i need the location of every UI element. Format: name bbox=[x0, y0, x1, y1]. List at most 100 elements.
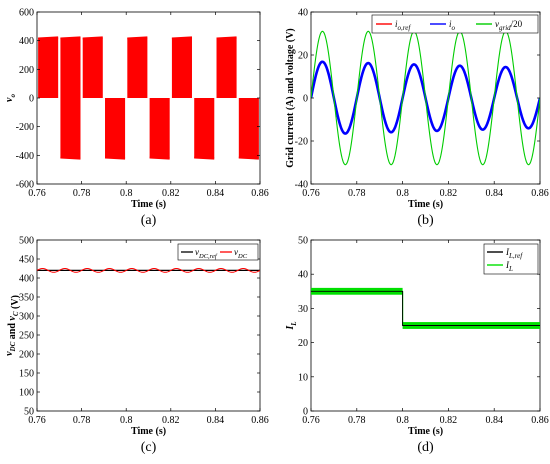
y-tick-label: 150 bbox=[19, 369, 34, 380]
y-axis-label: vDC and vC (V) bbox=[4, 295, 21, 356]
plot-marks bbox=[37, 267, 260, 273]
pulse-edge bbox=[60, 156, 81, 160]
x-tick-label: 0.84 bbox=[207, 415, 225, 426]
x-tick-label: 0.84 bbox=[485, 188, 503, 199]
x-tick-label: 0.82 bbox=[440, 188, 458, 199]
x-tick-label: 0.78 bbox=[73, 188, 91, 199]
y-tick-label: 20 bbox=[298, 338, 308, 349]
pulse-edge bbox=[38, 36, 59, 40]
pulse-edge bbox=[194, 156, 215, 160]
x-tick-label: 0.8 bbox=[396, 188, 409, 199]
y-tick-label: -200 bbox=[16, 122, 34, 133]
y-axis-label: IL bbox=[285, 321, 298, 330]
x-tick-label: 0.86 bbox=[531, 415, 549, 426]
pulse-negative bbox=[60, 98, 81, 159]
x-axis-label: Time (s) bbox=[408, 199, 443, 210]
y-tick-label: 50 bbox=[24, 407, 34, 418]
y-tick-label: 200 bbox=[19, 65, 34, 76]
pulse-negative bbox=[149, 98, 170, 159]
x-tick-label: 0.82 bbox=[162, 188, 180, 199]
y-tick-label: 0 bbox=[303, 94, 308, 105]
pulse-edge bbox=[127, 36, 148, 40]
y-tick-label: 10 bbox=[298, 372, 308, 383]
panel-label: (b) bbox=[417, 213, 434, 228]
x-tick-label: 0.76 bbox=[28, 415, 46, 426]
legend-entry: IL,ref bbox=[505, 247, 523, 260]
pulse-edge bbox=[149, 156, 170, 160]
legend-box bbox=[371, 14, 539, 34]
y-tick-label: 20 bbox=[298, 51, 308, 62]
x-axis-label: Time (s) bbox=[131, 199, 166, 210]
series-line-vdc bbox=[37, 267, 260, 273]
panel-label: (d) bbox=[417, 440, 434, 455]
x-tick-label: 0.82 bbox=[440, 415, 458, 426]
panel-label: (a) bbox=[141, 213, 157, 228]
pulse-edge bbox=[82, 36, 103, 40]
x-tick-label: 0.84 bbox=[485, 415, 503, 426]
y-tick-label: 40 bbox=[298, 8, 308, 19]
y-tick-label: 250 bbox=[19, 331, 34, 342]
y-tick-label: 40 bbox=[298, 270, 308, 281]
legend-entry: io,ref bbox=[395, 19, 411, 32]
legend-entry: IL bbox=[505, 260, 513, 273]
y-tick-label: 400 bbox=[19, 36, 34, 47]
pulse-positive bbox=[60, 37, 81, 98]
pulse-negative bbox=[238, 98, 259, 159]
x-axis-label: Time (s) bbox=[131, 426, 166, 437]
pulse-negative bbox=[105, 98, 126, 159]
pulse-positive bbox=[216, 37, 237, 98]
x-tick-label: 0.78 bbox=[73, 415, 91, 426]
x-tick-label: 0.84 bbox=[207, 188, 225, 199]
legend-entry: vDC,ref bbox=[195, 247, 218, 260]
chart-panel-d: 0.76 0.78 0.8 0.82 0.84 0.86 0 10 20 30 40 50 Time (… bbox=[285, 236, 549, 456]
x-tick-label: 0.76 bbox=[302, 188, 320, 199]
legend-box bbox=[177, 243, 259, 261]
y-tick-label: -20 bbox=[295, 137, 308, 148]
pulse-positive bbox=[171, 37, 192, 98]
y-tick-label: -40 bbox=[295, 180, 308, 191]
legend-entry: vgrid/20 bbox=[495, 19, 523, 32]
x-tick-label: 0.78 bbox=[348, 415, 366, 426]
y-tick-label: 50 bbox=[298, 236, 308, 247]
chart-panel-c: 0.76 0.78 0.8 0.82 0.84 0.86 50 100 150 200 250 300… bbox=[4, 236, 269, 456]
x-tick-label: 0.86 bbox=[251, 415, 269, 426]
x-tick-label: 0.8 bbox=[120, 415, 133, 426]
panel-label: (c) bbox=[141, 440, 157, 455]
y-tick-label: 350 bbox=[19, 293, 34, 304]
y-tick-label: 500 bbox=[19, 236, 34, 247]
y-tick-label: 0 bbox=[303, 407, 308, 418]
y-tick-label: -600 bbox=[16, 180, 34, 191]
plot-marks bbox=[38, 36, 259, 160]
pulse-edge bbox=[171, 36, 193, 40]
legend: io,ref io vgrid/20 bbox=[371, 14, 539, 34]
pulse-edge bbox=[60, 36, 81, 40]
plot-area bbox=[36, 239, 261, 412]
y-tick-label: 300 bbox=[19, 312, 34, 323]
x-tick-label: 0.8 bbox=[396, 415, 409, 426]
y-tick-label: -400 bbox=[16, 151, 34, 162]
y-tick-label: 30 bbox=[298, 304, 308, 315]
x-tick-label: 0.76 bbox=[302, 415, 320, 426]
x-tick-label: 0.86 bbox=[251, 188, 269, 199]
x-tick-label: 0.8 bbox=[120, 188, 133, 199]
plot-marks bbox=[311, 30, 540, 166]
y-tick-label: 450 bbox=[19, 255, 34, 266]
pulse-edge bbox=[238, 156, 259, 160]
pulse-positive bbox=[127, 37, 148, 98]
x-tick-label: 0.78 bbox=[348, 188, 366, 199]
pulse-positive bbox=[82, 37, 103, 98]
x-axis-label: Time (s) bbox=[408, 426, 443, 437]
y-axis-label: vo bbox=[4, 94, 17, 102]
y-axis-label: Grid current (A) and voltage (V) bbox=[285, 28, 296, 168]
y-tick-label: 600 bbox=[19, 8, 34, 19]
legend: vDC,ref vDC bbox=[177, 243, 259, 261]
chart-panel-a: 0.76 0.78 0.8 0.82 0.84 0.86 -600 -400 -200 0 200 4… bbox=[4, 8, 269, 229]
y-tick-label: 100 bbox=[19, 388, 34, 399]
legend-entry: vDC bbox=[234, 247, 248, 260]
y-tick-label: 200 bbox=[19, 350, 34, 361]
y-tick-label: 0 bbox=[29, 94, 34, 105]
pulse-edge bbox=[104, 156, 126, 160]
pulse-positive bbox=[38, 37, 59, 98]
